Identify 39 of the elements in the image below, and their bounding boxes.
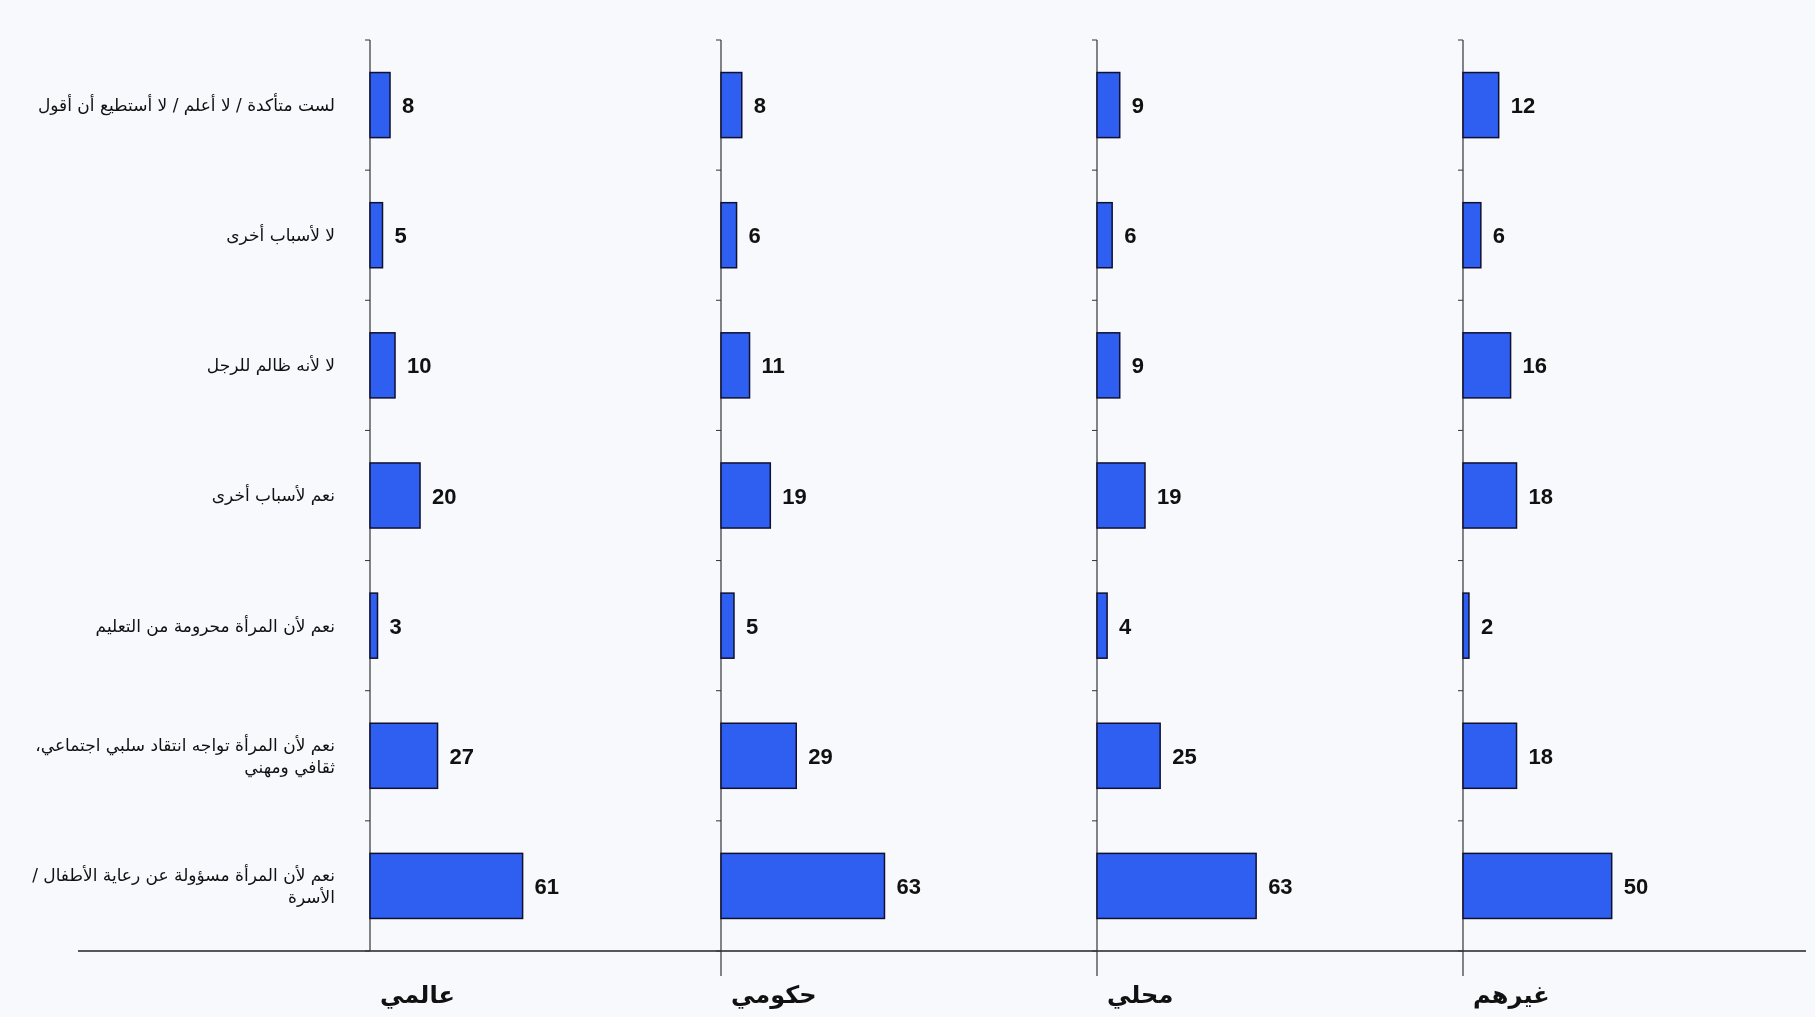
data-label: 6 [1492,223,1506,249]
data-label: 9 [1131,93,1144,119]
data-label: 61 [534,873,560,899]
data-label: 9 [1131,353,1144,379]
data-label: 8 [753,93,767,119]
x-axis-title: غيرهم [1473,981,1550,1009]
data-label: 5 [745,613,759,639]
data-label: 29 [808,743,833,769]
y-tick-label: لا لأسباب أخرى [226,224,335,247]
data-label: 19 [1156,483,1182,509]
x-axis-title: عالمي [380,981,455,1009]
y-tick-label: نعم لأن المرأة تواجه انتقاد سلبي اجتماعي، ثقافي ومهني [34,733,335,778]
data-label: 63 [896,873,921,899]
data-label: 8 [402,93,415,119]
y-tick-label: نعم لأسباب أخرى [211,484,335,507]
data-label: 50 [1623,873,1649,899]
data-label: 63 [1268,873,1293,899]
data-label: 10 [407,353,432,379]
data-label: 11 [761,353,785,379]
y-tick-label: لا لأنه ظالم للرجل [206,354,335,377]
data-label: 2 [1480,613,1494,639]
data-label: 16 [1522,353,1548,379]
data-label: 18 [1528,483,1554,509]
data-label: 3 [389,613,402,639]
data-label: 5 [394,223,407,249]
data-label: 18 [1528,743,1554,769]
data-label: 27 [449,743,475,769]
data-label: 19 [782,483,807,509]
data-label: 25 [1172,743,1197,769]
data-label: 20 [432,483,457,509]
y-tick-label: نعم لأن المرأة محرومة من التعليم [95,614,335,637]
x-axis-title: حكومي [731,981,817,1009]
data-label: 12 [1510,93,1536,119]
data-label: 4 [1119,613,1133,639]
data-label: 6 [1124,223,1137,249]
data-label: 6 [748,223,761,249]
x-axis-title: محلي [1107,981,1174,1009]
y-tick-label: لست متأكدة / لا أعلم / لا أستطيع أن أقول [37,94,335,117]
y-tick-label: نعم لأن المرأة مسؤولة عن رعاية الأطفال / الأسرة [31,863,335,909]
